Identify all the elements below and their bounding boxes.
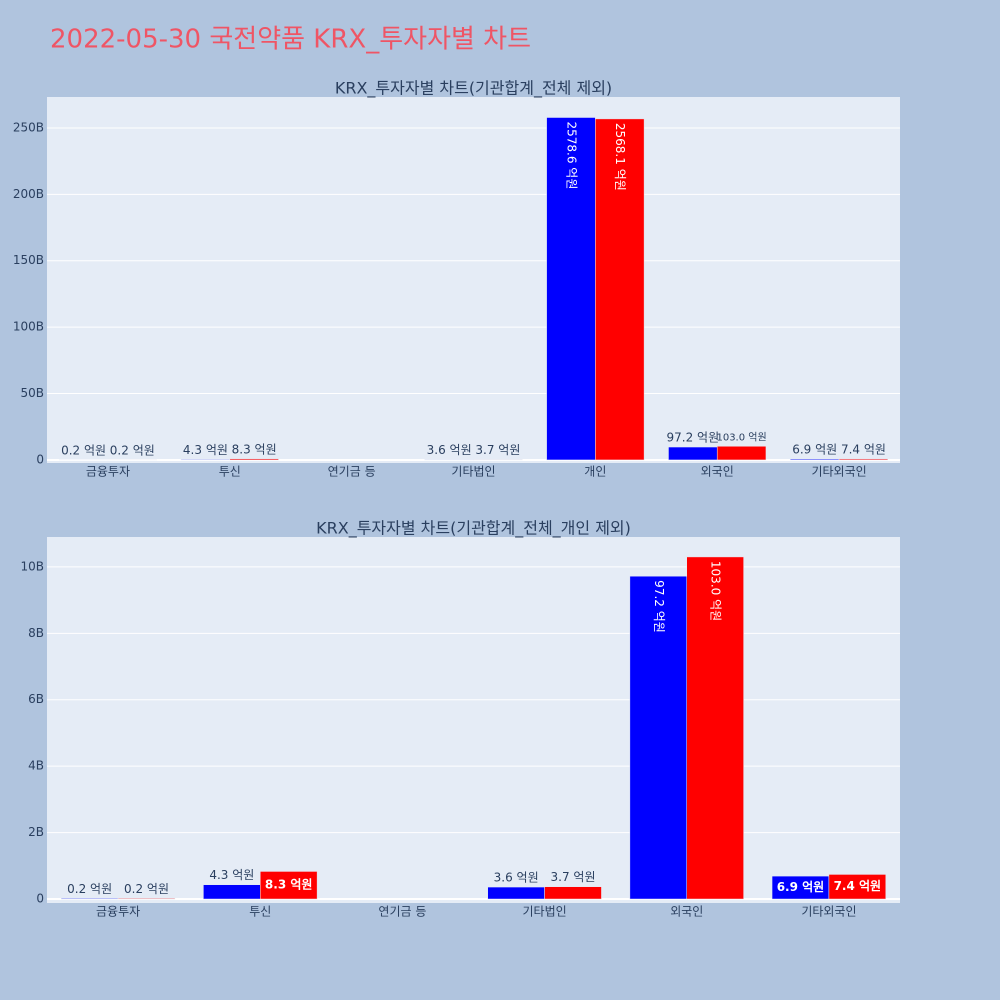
y-tick-label: 250B (13, 120, 44, 134)
x-tick-label: 금융투자 (86, 465, 130, 479)
value-label: 0.2 억원 (67, 882, 112, 896)
plot-area (47, 537, 900, 903)
value-label: 8.3 억원 (232, 442, 277, 456)
value-label: 6.9 억원 (777, 880, 825, 894)
value-label: 103.0 억원 (716, 431, 766, 443)
value-label: 6.9 억원 (792, 443, 837, 457)
bar (686, 556, 744, 900)
value-label: 2578.6 억원 (564, 122, 578, 190)
value-label: 3.6 억원 (427, 443, 472, 457)
x-tick-label: 기타법인 (451, 465, 495, 479)
x-tick-label: 기타외국인 (811, 465, 866, 479)
value-label: 3.6 억원 (494, 871, 539, 885)
bar (790, 458, 840, 461)
page-title: 2022-05-30 국전약품 KRX_투자자별 차트 (50, 25, 531, 55)
value-label: 2568.1 억원 (613, 123, 627, 191)
value-label: 4.3 억원 (209, 868, 254, 882)
y-tick-label: 200B (13, 187, 44, 201)
x-tick-label: 기타법인 (522, 905, 566, 919)
bar (716, 446, 767, 461)
value-label: 8.3 억원 (265, 878, 313, 892)
bar (546, 117, 596, 461)
x-tick-label: 외국인 (701, 465, 734, 479)
y-tick-label: 4B (28, 759, 44, 773)
y-tick-label: 6B (28, 692, 44, 706)
value-label: 3.7 억원 (551, 870, 596, 884)
x-tick-label: 연기금 등 (378, 905, 426, 919)
x-tick-label: 연기금 등 (328, 465, 376, 479)
value-label: 97.2 억원 (652, 580, 666, 633)
chart-title: KRX_투자자별 차트(기관합계_전체_개인 제외) (316, 519, 631, 539)
bar (629, 575, 688, 900)
value-label: 7.4 억원 (841, 442, 886, 456)
value-label: 3.7 억원 (475, 443, 520, 457)
y-tick-label: 0 (36, 892, 44, 906)
x-tick-label: 외국인 (670, 905, 703, 919)
bar (828, 874, 887, 900)
y-tick-label: 10B (20, 559, 44, 573)
bar (838, 458, 889, 461)
value-label: 97.2 억원 (667, 431, 720, 445)
x-tick-label: 개인 (584, 465, 606, 479)
bar (229, 458, 279, 461)
y-tick-label: 150B (13, 253, 44, 267)
value-label: 0.2 억원 (124, 882, 169, 896)
bar (544, 886, 602, 900)
bar (260, 871, 318, 900)
plot-area (47, 97, 900, 463)
x-tick-label: 투신 (249, 905, 271, 919)
value-label: 4.3 억원 (183, 443, 228, 457)
x-tick-label: 투신 (219, 465, 241, 479)
y-tick-label: 0 (36, 452, 44, 466)
bar (180, 459, 231, 461)
value-label: 103.0 억원 (709, 561, 723, 621)
bar (487, 886, 545, 900)
bar (60, 898, 119, 900)
x-tick-label: 금융투자 (96, 905, 140, 919)
value-label: 7.4 억원 (834, 879, 882, 893)
y-tick-label: 8B (28, 626, 44, 640)
y-tick-label: 2B (28, 825, 44, 839)
chart-title: KRX_투자자별 차트(기관합계_전체 제외) (335, 79, 612, 99)
bar (668, 446, 718, 461)
bar (595, 118, 645, 461)
bar (117, 898, 176, 900)
bar (203, 884, 261, 900)
value-label: 0.2 억원 (110, 443, 155, 457)
y-tick-label: 100B (13, 320, 44, 334)
y-tick-label: 50B (20, 386, 44, 400)
value-label: 0.2 억원 (61, 443, 106, 457)
x-tick-label: 기타외국인 (801, 905, 856, 919)
